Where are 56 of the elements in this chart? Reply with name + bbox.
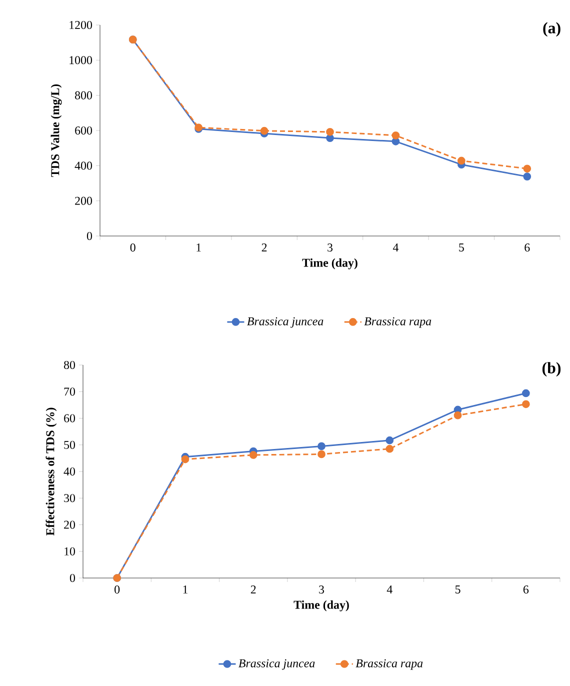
- y-tick-label: 70: [64, 388, 76, 396]
- legend-label: Brassica juncea: [238, 659, 315, 670]
- y-tick-label: 200: [75, 196, 92, 205]
- point: [523, 164, 532, 173]
- point: [318, 442, 326, 450]
- y-tick-label: 800: [75, 91, 92, 100]
- y-axis-title: TDS Value (mg/L): [50, 84, 62, 177]
- x-tick-label: 4: [392, 244, 399, 252]
- x-tick-label: 0: [130, 244, 136, 252]
- x-axis-title: Time (day): [302, 258, 358, 270]
- y-tick-label: 10: [64, 547, 76, 556]
- x-tick-label: 3: [328, 244, 333, 252]
- x-tick-label: 4: [386, 586, 392, 594]
- y-tick-label: 1200: [70, 20, 92, 30]
- y-tick-label: 40: [64, 467, 76, 476]
- y-tick-label: 80: [64, 360, 76, 370]
- x-tick-label: 5: [455, 586, 460, 594]
- point: [260, 126, 268, 135]
- x-tick-label: 1: [183, 586, 188, 594]
- y-tick-label: 20: [64, 520, 76, 529]
- point: [392, 131, 400, 140]
- point: [318, 450, 326, 458]
- point: [523, 172, 532, 180]
- x-tick-label: 1: [196, 244, 201, 252]
- y-tick-label: 1000: [70, 56, 92, 64]
- x-tick-label: 6: [524, 244, 530, 252]
- point: [522, 389, 530, 398]
- x-tick-label: 6: [523, 586, 529, 594]
- x-axis-title: Time (day): [294, 600, 349, 612]
- y-tick-label: 50: [64, 440, 76, 449]
- point: [386, 436, 394, 444]
- x-tick-label: 2: [250, 586, 256, 594]
- point: [522, 400, 530, 408]
- y-axis-title: Effectiveness of TDS (%): [46, 408, 57, 536]
- legend-label: Brassica rapa: [356, 659, 423, 670]
- point: [454, 411, 462, 420]
- point: [386, 444, 394, 453]
- point: [326, 128, 334, 136]
- y-tick-label: 60: [64, 414, 76, 422]
- y-tick-label: 30: [64, 494, 76, 502]
- x-tick-label: 3: [319, 586, 324, 594]
- annotation: (a): [543, 22, 560, 37]
- point: [457, 156, 466, 165]
- y-tick-label: 0: [86, 232, 92, 240]
- x-tick-label: 0: [114, 586, 120, 594]
- legend-label: Brassica rapa: [364, 317, 432, 328]
- y-tick-label: 600: [75, 126, 92, 135]
- point: [181, 455, 190, 464]
- y-tick-label: 400: [74, 162, 92, 170]
- point: [249, 451, 258, 459]
- point: [326, 134, 334, 142]
- y-tick-label: 0: [70, 574, 76, 582]
- x-tick-label: 5: [459, 244, 464, 252]
- annotation: (b): [542, 362, 561, 377]
- x-tick-label: 2: [262, 244, 267, 252]
- legend-label: Brassica juncea: [247, 317, 324, 328]
